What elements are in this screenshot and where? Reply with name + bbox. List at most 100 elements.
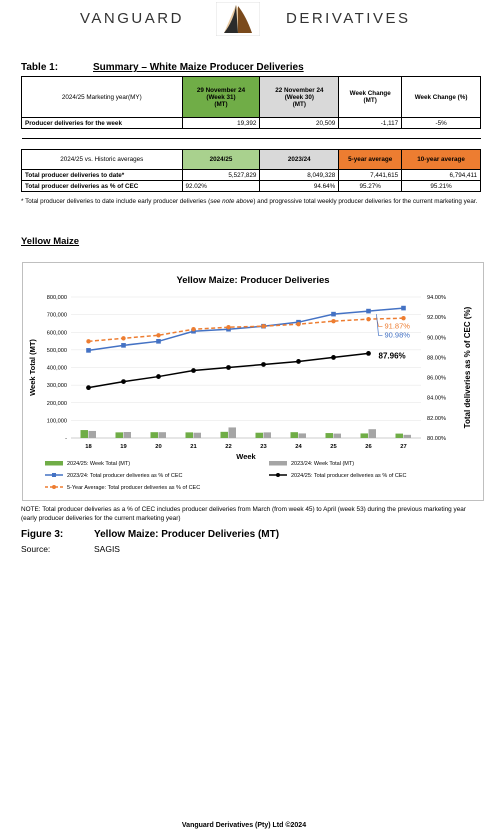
marketing-year-header: 2024/25 Marketing year(MY) — [21, 76, 183, 118]
y-tick-left: - — [65, 436, 67, 442]
hist-col-previous: 2023/24 — [259, 149, 340, 170]
y-axis-label-left: Week Total (MT) — [28, 339, 37, 396]
x-axis-label: Week — [236, 452, 256, 461]
bar — [290, 432, 298, 438]
chart-frame: Yellow Maize: Producer Deliveries - 100,00… — [22, 262, 484, 501]
section-title: Yellow Maize — [21, 236, 80, 247]
series-line — [88, 307, 404, 352]
y-tick-right: 86.00% — [427, 376, 446, 382]
y-tick-left: 500,000 — [47, 348, 67, 354]
legend-label: 2023/24: Week Total (MT) — [291, 461, 354, 467]
table-footnote: * Total producer deliveries to date incl… — [21, 198, 478, 205]
point — [121, 336, 126, 341]
historic-table: 2024/25 vs. Historic averages 2024/25 20… — [21, 149, 481, 192]
chart-note: NOTE: Total producer deliveries as a % o… — [21, 506, 466, 522]
table-row: Total producer deliveries as % of CEC 92… — [21, 180, 481, 192]
annotation-5yr: 91.87% — [385, 321, 411, 330]
annotation-2023: 90.98% — [385, 330, 411, 339]
point — [226, 365, 231, 370]
point — [261, 362, 266, 367]
point — [331, 355, 336, 360]
bar — [80, 430, 88, 438]
x-tick: 18 — [85, 444, 92, 450]
x-tick: 25 — [330, 444, 337, 450]
point — [331, 318, 336, 324]
chart-title: Yellow Maize: Producer Deliveries — [176, 275, 329, 286]
bar — [255, 432, 263, 438]
y-tick-left: 400,000 — [47, 366, 67, 372]
legend-marker — [52, 485, 56, 489]
point — [121, 343, 126, 348]
x-tick: 26 — [365, 444, 372, 450]
summary-table: 2024/25 Marketing year(MY) 29 November 2… — [21, 76, 481, 139]
annotation-leader — [376, 314, 383, 336]
chart: Yellow Maize: Producer Deliveries - 100,00… — [28, 275, 472, 491]
y-tick-left: 600,000 — [47, 330, 67, 336]
annotation-2024: 87.96% — [379, 351, 406, 360]
legend-label: 2023/24: Total producer deliveries as % … — [67, 473, 182, 479]
point — [86, 348, 91, 353]
y-tick-left: 200,000 — [47, 401, 67, 407]
point — [401, 305, 406, 311]
bar — [150, 432, 158, 438]
col-previous-week-header: 22 November 24 (Week 30) (MT) — [259, 76, 340, 118]
legend-swatch — [45, 461, 63, 466]
col-current-week-header: 29 November 24 (Week 31) (MT) — [181, 76, 261, 118]
table-title: Summary – White Maize Producer Deliverie… — [93, 62, 304, 73]
bar — [298, 433, 306, 438]
y-tick-right: 82.00% — [427, 416, 446, 422]
table-label: Table 1: — [21, 62, 59, 73]
historic-header: 2024/25 vs. Historic averages — [21, 149, 183, 170]
brand-right: DERIVATIVES — [286, 10, 411, 27]
bar — [185, 432, 193, 438]
bar — [360, 433, 368, 438]
legend-label: 2024/25: Week Total (MT) — [67, 461, 130, 467]
y-tick-right: 80.00% — [427, 436, 446, 442]
bar — [263, 432, 271, 438]
bar — [395, 433, 403, 438]
legend-label: 2024/25: Total producer deliveries as % … — [291, 473, 406, 479]
point — [156, 374, 161, 379]
y-tick-right: 90.00% — [427, 335, 446, 341]
table-heading: Table 1: Summary – White Maize Producer D… — [21, 62, 304, 73]
point — [366, 308, 371, 314]
point — [366, 351, 371, 356]
y-tick-right: 94.00% — [427, 295, 446, 301]
y-tick-right: 92.00% — [427, 315, 446, 321]
figure-caption: Figure 3: Yellow Maize: Producer Deliveri… — [21, 529, 280, 540]
page-footer: Vanguard Derivatives (Pty) Ltd ©2024 — [181, 822, 307, 829]
table-row: Total producer deliveries to date* 5,527… — [21, 169, 481, 181]
x-tick: 20 — [155, 444, 161, 450]
source-line: Source: SAGIS — [21, 544, 120, 554]
point — [331, 311, 336, 317]
brand-left: VANGUARD — [80, 10, 184, 27]
y-tick-left: 300,000 — [47, 383, 67, 389]
bar — [158, 432, 166, 438]
y-axis-label-right: Total deliveries as % of CEC (%) — [463, 306, 472, 428]
point — [296, 321, 301, 327]
point — [156, 333, 161, 338]
x-tick: 19 — [120, 444, 127, 450]
point — [226, 325, 231, 330]
col-week-change-pct-header: Week Change (%) — [401, 76, 481, 118]
hist-col-current: 2024/25 — [181, 149, 261, 170]
x-tick: 24 — [295, 444, 302, 450]
bar — [123, 432, 131, 438]
legend-label: 5-Year Average: Total producer deliverie… — [67, 485, 200, 491]
point — [366, 316, 371, 322]
point — [86, 339, 91, 344]
hist-col-10yr: 10-year average — [401, 149, 481, 170]
vanguard-logo-icon — [216, 2, 260, 36]
point — [121, 379, 126, 384]
x-tick: 23 — [260, 444, 267, 450]
col-week-change-header: Week Change (MT) — [338, 76, 403, 118]
legend-swatch — [269, 461, 287, 466]
legend-marker — [276, 473, 280, 477]
y-tick-right: 88.00% — [427, 355, 446, 361]
bar — [115, 432, 123, 438]
point — [401, 315, 406, 321]
point — [191, 327, 196, 332]
bar — [88, 430, 96, 438]
x-tick: 21 — [190, 444, 197, 450]
point — [86, 385, 91, 391]
